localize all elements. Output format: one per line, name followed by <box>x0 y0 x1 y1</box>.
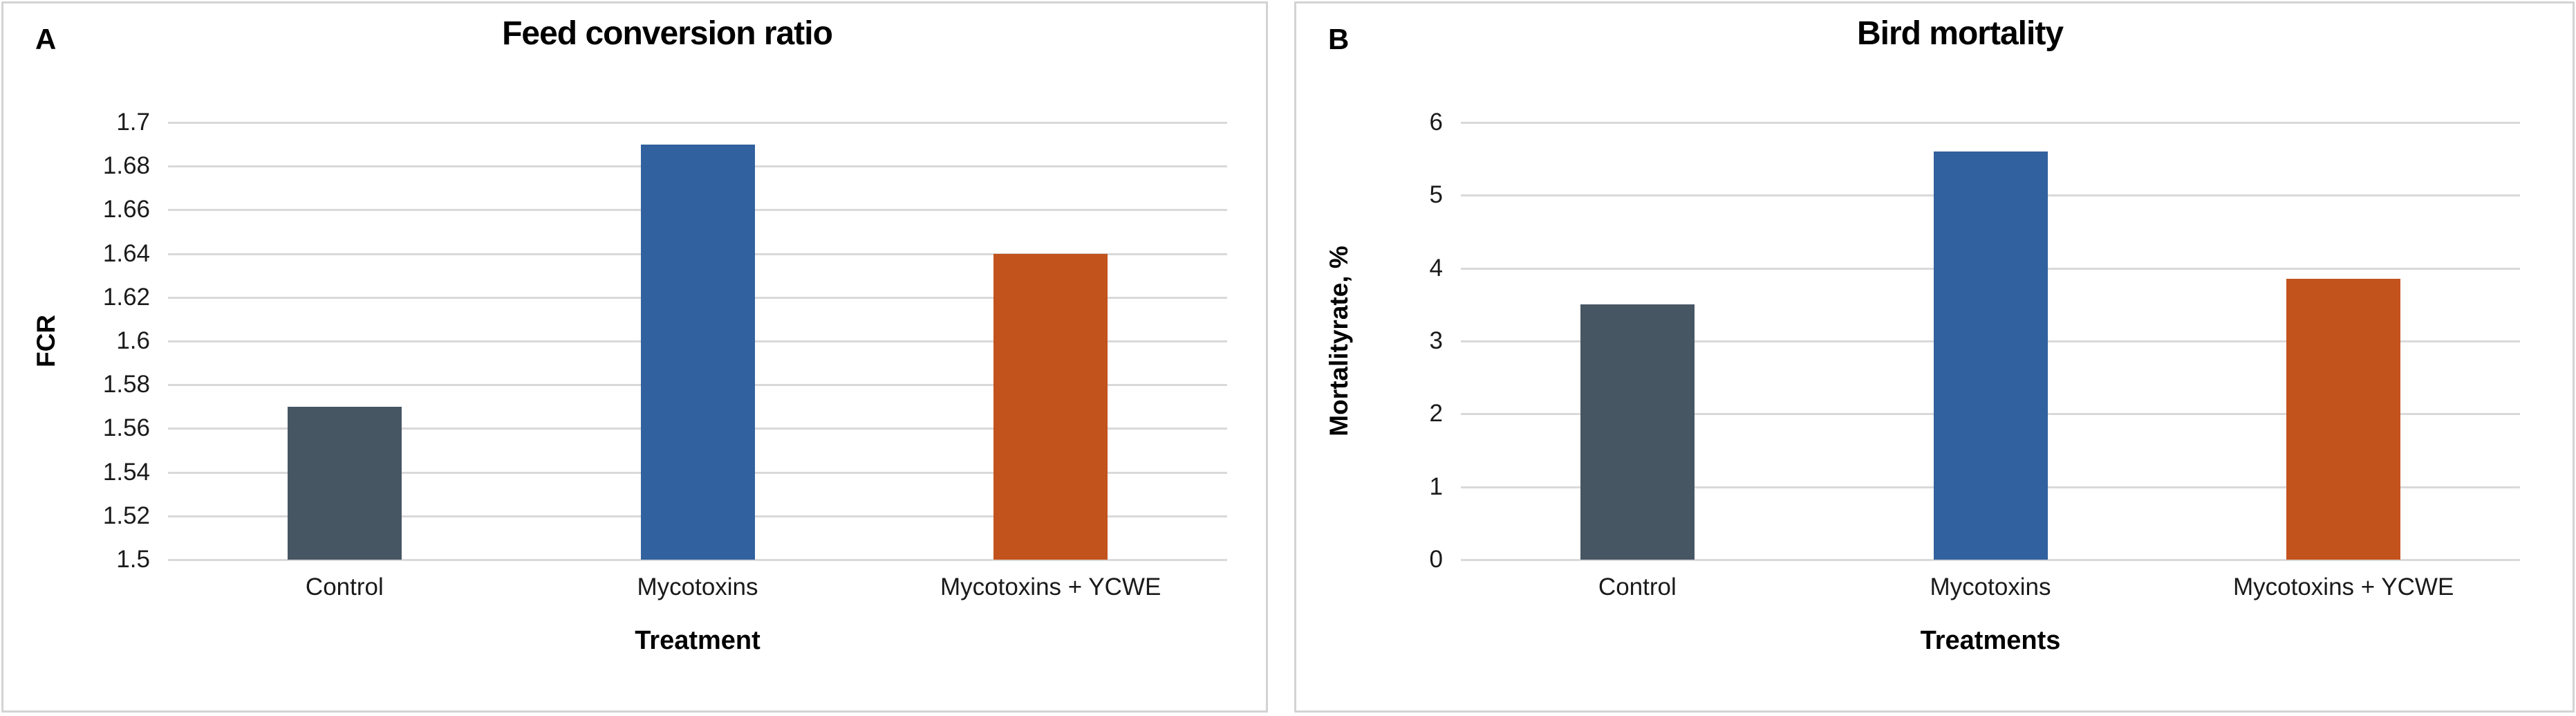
panel-b-bird-mortality: B Bird mortality Mortalityrate, % Treatm… <box>1294 1 2575 713</box>
gridline <box>1461 122 2520 124</box>
bar-mycotoxins-ycwe <box>2286 279 2401 560</box>
bar-mycotoxins <box>640 144 755 560</box>
x-category-label: Mycotoxins + YCWE <box>940 573 1161 600</box>
x-category-label: Control <box>305 573 384 600</box>
y-tick-label: 1.58 <box>102 371 150 398</box>
x-category-label: Mycotoxins <box>1930 573 2051 600</box>
x-category-label: Control <box>1598 573 1677 600</box>
panel-label-b: B <box>1328 23 1350 55</box>
y-tick-label: 1.52 <box>102 502 150 529</box>
y-tick-label: 2 <box>1429 400 1443 428</box>
y-tick-label: 3 <box>1429 327 1443 354</box>
y-tick-label: 1.54 <box>102 458 150 486</box>
plot-area <box>1461 122 2520 561</box>
y-tick-label: 1.66 <box>102 196 150 223</box>
plot-area <box>168 122 1227 561</box>
bar-control <box>287 406 402 560</box>
gridline <box>168 559 1227 561</box>
x-axis-title-b: Treatments <box>1920 626 2061 655</box>
chart-title-a: Feed conversion ratio <box>502 15 833 52</box>
chart-title-b: Bird mortality <box>1856 15 2064 52</box>
panel-label-a: A <box>35 23 57 55</box>
y-tick-label: 1 <box>1429 472 1443 500</box>
gridline <box>1461 559 2520 561</box>
bar-control <box>1580 304 1695 560</box>
y-tick-label: 4 <box>1429 254 1443 282</box>
x-category-label: Mycotoxins <box>637 573 758 600</box>
bar-mycotoxins <box>1933 152 2048 560</box>
bar-mycotoxins-ycwe <box>993 253 1108 560</box>
y-tick-label: 1.7 <box>116 109 150 136</box>
y-tick-label: 0 <box>1429 546 1443 573</box>
y-tick-label: 1.68 <box>102 152 150 180</box>
y-tick-label: 1.62 <box>102 283 150 311</box>
y-tick-label: 1.6 <box>116 327 150 354</box>
x-axis-title-a: Treatment <box>635 626 760 655</box>
y-tick-label: 6 <box>1429 109 1443 136</box>
y-tick-label: 1.5 <box>116 546 150 573</box>
y-tick-label: 1.64 <box>102 239 150 267</box>
y-tick-label: 1.56 <box>102 414 150 442</box>
x-category-label: Mycotoxins + YCWE <box>2233 573 2454 600</box>
y-tick-label: 5 <box>1429 181 1443 209</box>
panel-a-feed-conversion-ratio: A Feed conversion ratio FCR Treatment 1.… <box>1 1 1268 713</box>
gridline <box>168 122 1227 124</box>
